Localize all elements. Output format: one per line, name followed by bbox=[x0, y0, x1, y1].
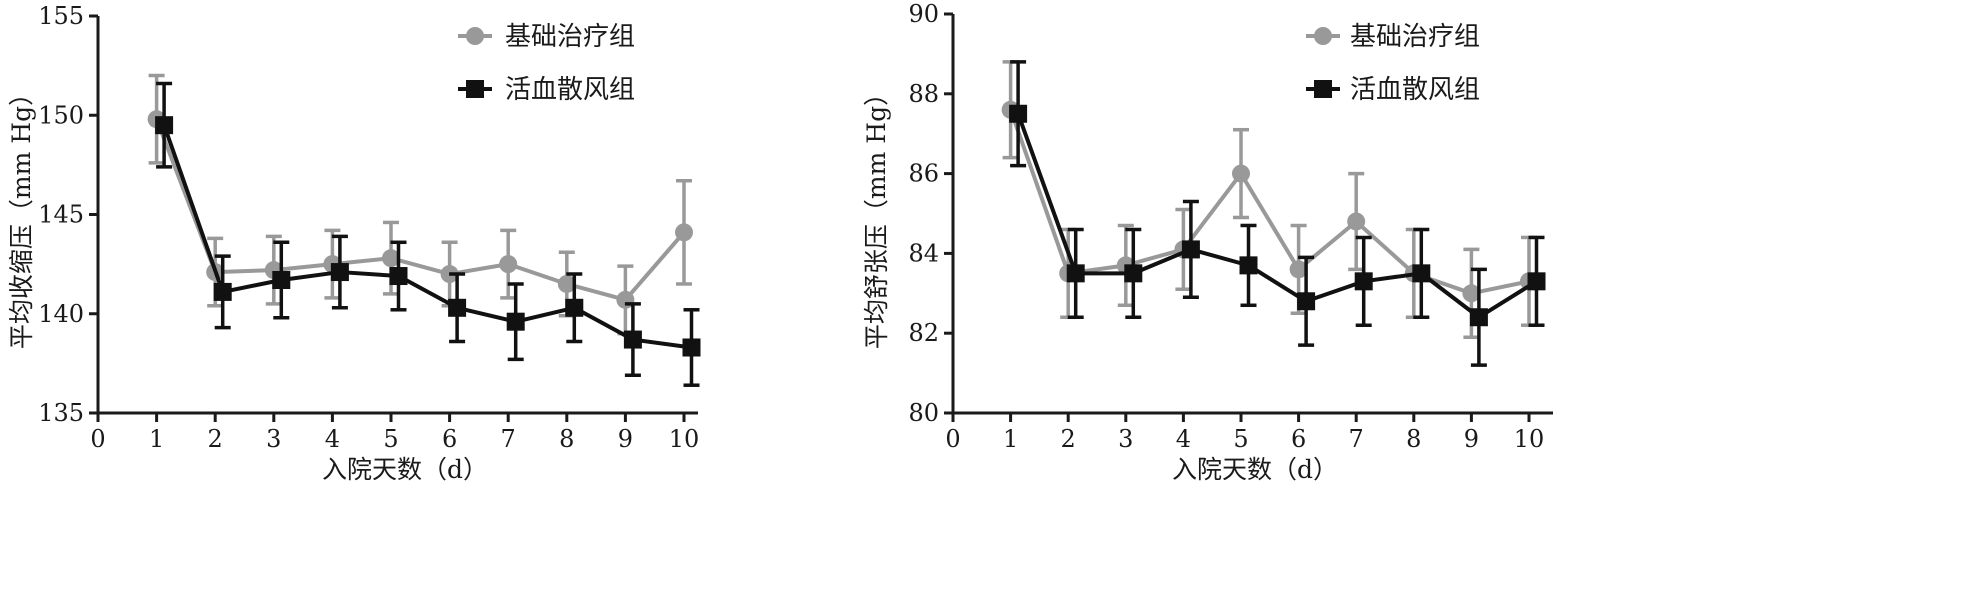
x-axis-label: 入院天数（d） bbox=[322, 455, 488, 484]
legend-marker bbox=[466, 27, 484, 45]
series-line bbox=[162, 124, 692, 350]
data-point bbox=[682, 338, 701, 357]
legend-marker bbox=[466, 80, 484, 98]
data-point bbox=[1066, 264, 1085, 283]
x-tick-label: 9 bbox=[618, 425, 633, 453]
data-point bbox=[330, 263, 349, 282]
data-point bbox=[382, 249, 400, 268]
data-point bbox=[1181, 240, 1200, 259]
legend-marker bbox=[1314, 27, 1332, 45]
legend-entry: 活血散风组 bbox=[1306, 75, 1480, 105]
x-axis-label: 入院天数（d） bbox=[1172, 455, 1338, 484]
x-tick-label: 10 bbox=[1514, 425, 1545, 453]
x-tick-label: 2 bbox=[208, 425, 223, 453]
y-tick-label: 84 bbox=[908, 239, 939, 267]
data-point bbox=[1289, 260, 1308, 279]
x-tick-label: 0 bbox=[945, 425, 960, 453]
data-point bbox=[565, 298, 584, 317]
x-tick-label: 4 bbox=[1176, 425, 1191, 453]
legend-label: 活血散风组 bbox=[505, 75, 635, 105]
y-tick-label: 145 bbox=[38, 201, 84, 229]
data-point bbox=[557, 274, 576, 293]
x-tick-label: 7 bbox=[1349, 425, 1364, 453]
data-point bbox=[675, 223, 693, 242]
y-tick-label: 155 bbox=[38, 2, 84, 30]
data-point bbox=[448, 298, 467, 317]
data-point bbox=[213, 282, 232, 301]
series-line bbox=[154, 118, 686, 302]
y-axis-label: 平均舒张压（mm Hg） bbox=[862, 81, 891, 349]
legend-label: 基础治疗组 bbox=[505, 22, 635, 52]
series-line bbox=[1008, 109, 1530, 296]
y-tick-label: 82 bbox=[908, 319, 939, 347]
y-axis-label: 平均收缩压（mm Hg） bbox=[7, 81, 36, 349]
x-tick-label: 6 bbox=[1291, 425, 1306, 453]
x-tick-label: 5 bbox=[383, 425, 398, 453]
diastolic-chart: 80 82 84 86 88 90 0 1 2 3 4 5 6 7 8 9 10 入院天数（d） 平均舒张压（mm … bbox=[862, 0, 1553, 484]
x-tick-label: 9 bbox=[1464, 425, 1479, 453]
data-point bbox=[1462, 284, 1481, 303]
data-point bbox=[155, 116, 174, 135]
data-point bbox=[389, 267, 408, 286]
x-tick-label: 3 bbox=[1118, 425, 1133, 453]
data-point bbox=[1469, 308, 1488, 327]
data-point bbox=[1527, 272, 1546, 291]
y-tick-label: 150 bbox=[38, 101, 84, 129]
data-point bbox=[1347, 212, 1366, 231]
data-point bbox=[506, 312, 525, 331]
series-treatment bbox=[1009, 60, 1546, 367]
x-tick-label: 7 bbox=[501, 425, 516, 453]
x-tick-label: 2 bbox=[1061, 425, 1076, 453]
data-point bbox=[1412, 264, 1431, 283]
data-point bbox=[499, 255, 518, 274]
systolic-chart: 135 140 145 150 155 0 1 2 3 4 5 6 7 8 9 10 入院天数（d） 平均收缩压（… bbox=[7, 2, 701, 484]
series-treatment bbox=[155, 81, 701, 387]
y-tick-label: 90 bbox=[908, 0, 939, 28]
legend-entry: 基础治疗组 bbox=[1306, 22, 1480, 52]
y-tick-label: 86 bbox=[908, 160, 939, 188]
x-tick-label: 10 bbox=[669, 425, 700, 453]
series-line bbox=[1016, 113, 1538, 320]
legend-marker bbox=[1314, 80, 1332, 98]
x-tick-label: 6 bbox=[442, 425, 457, 453]
data-point bbox=[623, 330, 642, 349]
y-tick-label: 88 bbox=[908, 80, 939, 108]
x-tick-label: 8 bbox=[559, 425, 574, 453]
data-point bbox=[1239, 256, 1258, 275]
legend-entry: 活血散风组 bbox=[458, 75, 635, 105]
x-tick-label: 5 bbox=[1233, 425, 1248, 453]
x-tick-label: 3 bbox=[266, 425, 281, 453]
data-point bbox=[1354, 272, 1373, 291]
legend-entry: 基础治疗组 bbox=[458, 22, 635, 52]
data-point bbox=[1297, 292, 1316, 311]
y-tick-label: 135 bbox=[38, 399, 84, 427]
x-tick-label: 1 bbox=[149, 425, 164, 453]
x-tick-label: 0 bbox=[90, 425, 105, 453]
y-tick-label: 140 bbox=[38, 300, 84, 328]
x-tick-label: 1 bbox=[1003, 425, 1018, 453]
data-point bbox=[1009, 104, 1028, 123]
x-tick-label: 8 bbox=[1406, 425, 1421, 453]
data-point bbox=[1232, 164, 1250, 183]
legend-label: 基础治疗组 bbox=[1350, 22, 1480, 52]
y-tick-label: 80 bbox=[908, 399, 939, 427]
data-point bbox=[1124, 264, 1143, 283]
data-point bbox=[272, 271, 291, 290]
x-tick-label: 4 bbox=[325, 425, 340, 453]
legend-label: 活血散风组 bbox=[1350, 75, 1480, 105]
